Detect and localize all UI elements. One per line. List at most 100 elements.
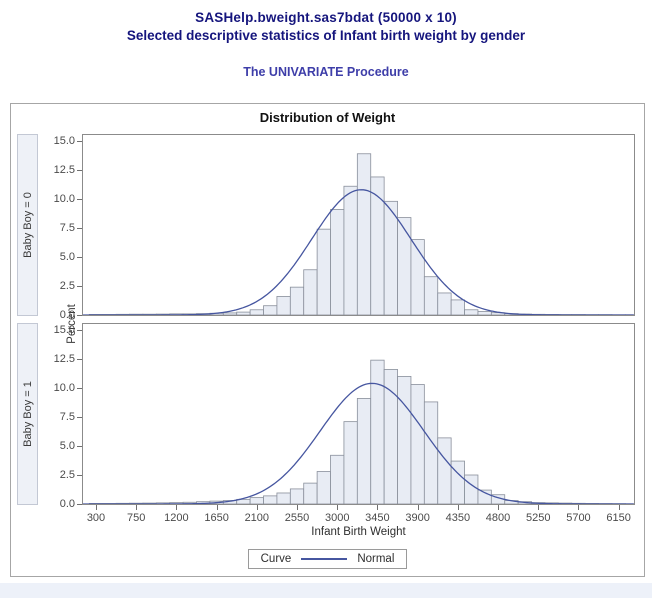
histogram-bar — [276, 296, 291, 316]
y-tick-label: 15.0 — [53, 324, 75, 336]
y-tick-mark — [77, 417, 82, 418]
y-tick-label: 5.0 — [59, 440, 75, 452]
x-tick-mark — [216, 505, 218, 510]
histogram-bar — [276, 492, 291, 505]
x-tick-mark — [417, 505, 419, 510]
histogram-bar — [289, 286, 305, 316]
normal-curve — [82, 189, 634, 316]
y-tick-label: 15.0 — [53, 135, 75, 147]
x-tick-label: 300 — [86, 512, 106, 524]
histogram-bar — [356, 398, 372, 505]
x-tick-label: 2550 — [284, 512, 310, 524]
x-tick-mark — [498, 505, 500, 510]
x-tick-label: 3000 — [324, 512, 350, 524]
x-tick-label: 5700 — [566, 512, 591, 524]
histogram-bar — [383, 200, 398, 316]
histogram-bar — [343, 185, 358, 316]
x-tick-label: 3450 — [365, 512, 390, 524]
y-tick-mark — [77, 330, 82, 331]
row-header-strip-0: Baby Boy = 0 — [17, 134, 38, 316]
x-tick-label: 4800 — [485, 512, 511, 524]
histogram-bar — [303, 482, 318, 505]
y-tick-label: 2.5 — [59, 469, 75, 481]
footer-strip — [0, 583, 652, 598]
y-tick-mark — [77, 257, 82, 258]
histogram-bar — [397, 376, 412, 505]
histogram-bar — [383, 369, 398, 505]
histogram-bar — [437, 292, 452, 316]
histogram-bar — [397, 217, 412, 316]
y-tick-label: 10.0 — [53, 193, 75, 205]
y-tick-label: 5.0 — [59, 251, 75, 263]
histogram-bar — [330, 209, 345, 316]
histogram-bar — [410, 384, 425, 505]
x-tick-mark — [256, 505, 258, 510]
row-header-label-1: Baby Boy = 1 — [21, 381, 34, 447]
histogram-bar — [249, 309, 264, 316]
normal-curve — [82, 382, 634, 505]
x-tick-mark — [578, 505, 580, 510]
x-tick-label: 4350 — [445, 512, 471, 524]
header-title-line1: SASHelp.bweight.sas7bdat (50000 x 10) — [195, 10, 457, 25]
histogram-bar — [464, 309, 479, 316]
histogram-bar — [222, 312, 238, 316]
x-tick-label: 1200 — [164, 512, 189, 524]
x-tick-mark — [377, 505, 379, 510]
header-title-line2: Selected descriptive statistics of Infan… — [126, 28, 526, 43]
normal-curve-line-icon — [301, 558, 348, 560]
histogram-bar — [370, 359, 385, 505]
x-tick-mark — [337, 505, 339, 510]
y-tick-label: 12.5 — [53, 353, 75, 365]
x-tick-mark — [618, 505, 620, 510]
histogram-bar — [316, 228, 331, 316]
x-tick-label: 750 — [127, 512, 146, 524]
histogram-bar — [356, 153, 372, 316]
y-tick-mark — [77, 228, 82, 229]
x-tick-label: 2100 — [244, 512, 270, 524]
chart-title: Distribution of Weight — [259, 110, 396, 125]
histogram-bar — [450, 460, 465, 505]
histogram-bar — [263, 495, 278, 505]
y-tick-mark — [77, 170, 82, 171]
y-tick-label: 2.5 — [59, 280, 75, 292]
x-tick-mark — [457, 505, 459, 510]
x-axis-title: Infant Birth Weight — [311, 526, 406, 538]
y-tick-mark — [77, 141, 82, 142]
histogram-bar — [423, 401, 439, 505]
procedure-title: The UNIVARIATE Procedure — [243, 65, 409, 79]
histogram-bar — [343, 421, 358, 505]
panel-border — [82, 323, 635, 505]
y-tick-label: 0.0 — [59, 498, 75, 510]
histogram-bar — [410, 239, 425, 316]
histogram-bar — [263, 305, 278, 316]
histogram-bar — [289, 488, 305, 505]
y-tick-label: 7.5 — [59, 222, 75, 234]
y-tick-label: 10.0 — [53, 382, 75, 394]
y-tick-mark — [77, 504, 82, 505]
legend-box: Curve Normal — [247, 549, 408, 569]
histogram-bar — [316, 471, 331, 505]
row-header-strip-1: Baby Boy = 1 — [17, 323, 38, 505]
histogram-bar — [370, 176, 385, 316]
chart-container: Distribution of Weight Baby Boy = 0 Baby… — [10, 103, 645, 577]
histogram-bar — [303, 269, 318, 316]
y-tick-mark — [77, 475, 82, 476]
y-tick-label: 7.5 — [59, 411, 75, 423]
panel-border — [82, 134, 635, 316]
y-tick-label: 12.5 — [53, 164, 75, 176]
x-tick-mark — [136, 505, 138, 510]
histogram-bar — [330, 454, 345, 505]
x-tick-mark — [96, 505, 97, 510]
y-tick-mark — [77, 359, 82, 360]
x-tick-mark — [297, 505, 299, 510]
histogram-bar — [236, 311, 251, 316]
histogram-panel-1 — [82, 323, 635, 505]
histogram-bar — [249, 497, 264, 505]
y-tick-mark — [77, 315, 82, 316]
x-tick-label: 3900 — [405, 512, 430, 524]
legend: Curve Normal — [11, 549, 644, 569]
row-header-label-0: Baby Boy = 0 — [21, 192, 34, 258]
histogram-bar — [477, 311, 492, 316]
y-tick-mark — [77, 286, 82, 287]
